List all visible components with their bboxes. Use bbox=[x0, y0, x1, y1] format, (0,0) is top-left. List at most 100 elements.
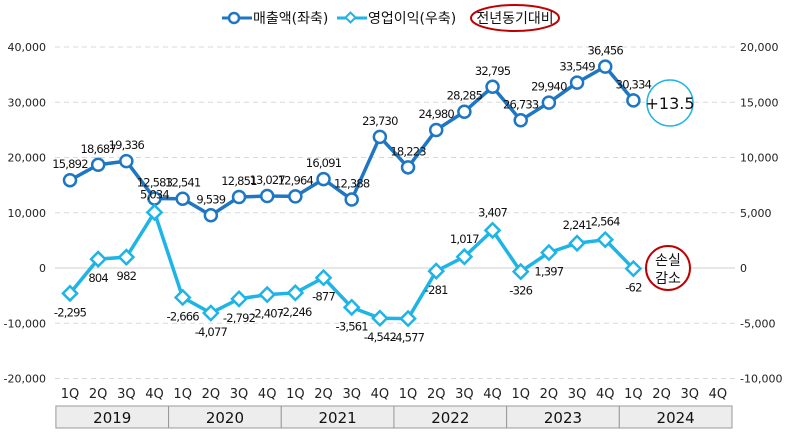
profit-point bbox=[145, 203, 164, 222]
revenue-data-label: 32,795 bbox=[475, 64, 511, 78]
profit-data-label: -3,561 bbox=[336, 319, 369, 333]
quarter-label: 1Q bbox=[286, 387, 305, 402]
quarter-label: 4Q bbox=[145, 387, 164, 402]
right-tick-label: -5,000 bbox=[740, 317, 775, 330]
profit-data-label: 982 bbox=[117, 269, 137, 283]
quarter-label: 3Q bbox=[230, 387, 249, 402]
year-label: 2024 bbox=[657, 409, 695, 427]
year-label: 2019 bbox=[93, 409, 131, 427]
left-tick-label: 30,000 bbox=[8, 96, 47, 109]
revenue-data-label: 23,730 bbox=[362, 114, 398, 128]
revenue-point bbox=[428, 122, 444, 138]
quarter-label: 3Q bbox=[568, 387, 587, 402]
profit-data-label: -2,246 bbox=[279, 305, 312, 319]
revenue-point bbox=[485, 79, 500, 95]
revenue-yoy-circle bbox=[646, 79, 694, 127]
profit-point bbox=[399, 309, 417, 328]
profit-point bbox=[89, 250, 108, 268]
profit-point bbox=[61, 284, 79, 303]
profit-point bbox=[540, 243, 558, 262]
left-tick-label: -10,000 bbox=[4, 317, 46, 330]
revenue-data-label: 36,456 bbox=[588, 44, 624, 58]
revenue-point bbox=[541, 95, 557, 110]
revenue-point bbox=[62, 172, 78, 188]
profit-point bbox=[314, 268, 333, 287]
quarter-label: 1Q bbox=[511, 387, 530, 402]
right-tick-label: -10,000 bbox=[740, 373, 782, 386]
revenue-point bbox=[316, 171, 331, 187]
revenue-point bbox=[569, 75, 585, 90]
revenue-data-label: 28,285 bbox=[447, 89, 483, 103]
profit-data-label: 2,241 bbox=[563, 218, 592, 232]
revenue-data-label: 19,336 bbox=[109, 138, 145, 152]
profit-data-label: -2,792 bbox=[223, 311, 256, 325]
revenue-point bbox=[597, 59, 613, 74]
right-tick-label: 10,000 bbox=[740, 152, 779, 165]
revenue-point bbox=[231, 189, 247, 205]
quarter-label: 1Q bbox=[173, 387, 192, 402]
revenue-data-label: 12,964 bbox=[278, 173, 314, 187]
revenue-data-label: 29,940 bbox=[531, 80, 567, 94]
revenue-point bbox=[90, 157, 106, 173]
quarter-label: 4Q bbox=[258, 387, 277, 402]
profit-data-label: -877 bbox=[312, 290, 335, 304]
profit-data-label: -281 bbox=[425, 283, 448, 297]
revenue-point bbox=[400, 160, 416, 175]
revenue-data-label: 12,388 bbox=[334, 177, 370, 191]
profit-point bbox=[173, 288, 192, 307]
revenue-data-label: 18,223 bbox=[390, 144, 426, 158]
year-label: 2022 bbox=[431, 409, 469, 427]
profit-point bbox=[371, 309, 389, 328]
profit-point bbox=[427, 262, 446, 280]
right-tick-label: 20,000 bbox=[740, 41, 779, 54]
quarter-label: 1Q bbox=[399, 387, 418, 402]
revenue-point bbox=[626, 93, 641, 108]
quarter-label: 3Q bbox=[680, 387, 699, 402]
right-tick-label: 15,000 bbox=[740, 96, 779, 109]
profit-point bbox=[624, 259, 643, 278]
revenue-data-label: 33,549 bbox=[559, 60, 595, 74]
quarter-label: 4Q bbox=[709, 387, 728, 402]
revenue-point bbox=[203, 208, 219, 223]
quarter-label: 4Q bbox=[596, 387, 615, 402]
revenue-point bbox=[372, 129, 388, 145]
profit-point bbox=[202, 304, 220, 322]
legend-yoy-label: 전년동기대비 bbox=[476, 11, 553, 27]
revenue-data-label: 12,541 bbox=[165, 176, 201, 190]
profit-point bbox=[342, 298, 361, 317]
profit-data-label: -2,666 bbox=[167, 309, 200, 323]
legend-revenue-label: 매출액(좌축) bbox=[253, 11, 328, 27]
left-tick-label: 10,000 bbox=[8, 207, 47, 220]
revenue-data-label: 30,334 bbox=[616, 77, 652, 91]
left-tick-label: 0 bbox=[39, 262, 46, 275]
profit-data-label: 804 bbox=[88, 271, 108, 285]
revenue-data-label: 12,851 bbox=[221, 174, 257, 188]
profit-data-label: -326 bbox=[509, 284, 532, 298]
quarter-label: 2Q bbox=[427, 387, 446, 402]
revenue-data-label: 12,583 bbox=[137, 175, 173, 189]
legend-revenue-marker bbox=[227, 11, 241, 25]
legend-profit-marker bbox=[344, 11, 357, 24]
year-label: 2023 bbox=[544, 409, 582, 427]
profit-data-label: 1,017 bbox=[450, 232, 479, 246]
quarter-label: 2Q bbox=[202, 387, 221, 402]
revenue-point bbox=[288, 189, 303, 204]
profit-yoy-circle bbox=[645, 245, 691, 291]
left-tick-label: -20,000 bbox=[4, 373, 46, 386]
quarter-label: 1Q bbox=[624, 387, 643, 402]
profit-data-label: 5,034 bbox=[140, 187, 169, 201]
right-tick-label: 0 bbox=[740, 262, 747, 275]
revenue-point bbox=[457, 104, 472, 119]
profit-point bbox=[230, 290, 248, 308]
right-tick-label: 5,000 bbox=[740, 207, 772, 220]
profit-point bbox=[511, 262, 530, 281]
quarter-label: 4Q bbox=[371, 387, 390, 402]
revenue-data-label: 26,733 bbox=[503, 97, 539, 111]
year-box bbox=[618, 405, 733, 429]
revenue-point bbox=[119, 153, 134, 169]
revenue-point bbox=[175, 191, 190, 206]
profit-point bbox=[286, 283, 305, 302]
profit-point bbox=[568, 234, 586, 253]
